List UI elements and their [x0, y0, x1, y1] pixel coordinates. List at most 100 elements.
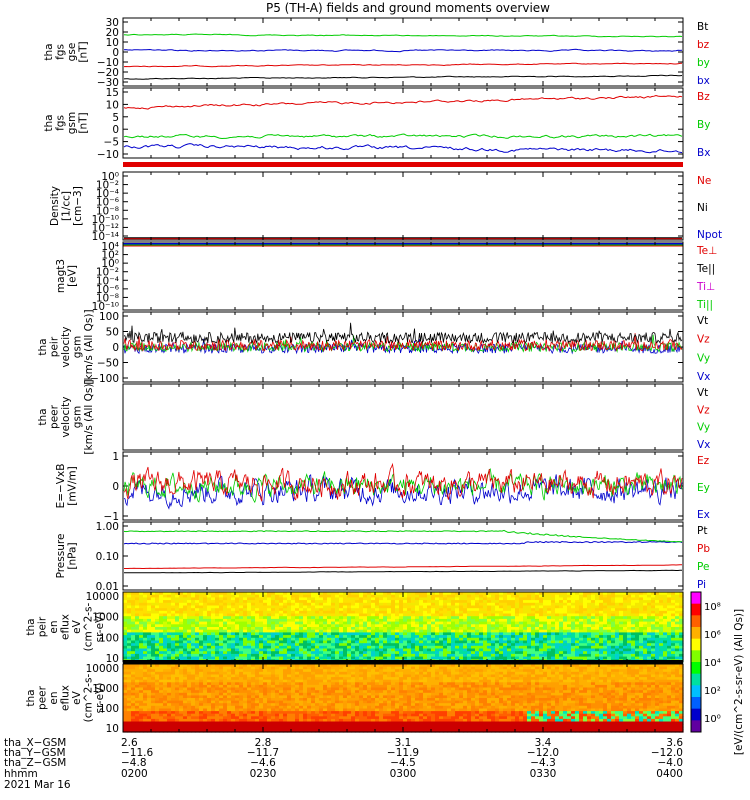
spectrogram-cell: [183, 610, 188, 615]
spectrogram-cell: [607, 637, 612, 642]
spectrogram-cell: [223, 656, 228, 660]
spectrogram-cell: [375, 637, 380, 642]
spectrogram-cell: [359, 643, 364, 647]
spectrogram-cell: [307, 605, 312, 609]
spectrogram-cell: [155, 602, 160, 607]
spectrogram-cell: [631, 653, 636, 658]
spectrogram-cell: [391, 651, 396, 655]
spectrogram-cell: [211, 718, 216, 723]
spectrogram-cell: [331, 629, 336, 633]
spectrogram-cell: [355, 632, 360, 636]
spectrogram-cell: [295, 635, 300, 639]
spectrogram-cell: [231, 664, 236, 668]
spectrogram-cell: [147, 671, 152, 675]
spectrogram-cell: [375, 632, 380, 636]
spectrogram-cell: [491, 597, 496, 601]
spectrogram-cell: [403, 618, 408, 623]
spectrogram-cell: [415, 629, 420, 633]
spectrogram-cell: [291, 605, 296, 609]
spectrogram-cell: [203, 666, 208, 670]
spectrogram-cell: [191, 669, 196, 673]
spectrogram-cell: [311, 627, 316, 631]
spectrogram-cell: [527, 656, 532, 660]
spectrogram-cell: [419, 616, 424, 620]
spectrogram-cell: [131, 616, 136, 620]
spectrogram-cell: [343, 637, 348, 642]
spectrogram-cell: [211, 729, 216, 733]
spectrogram-cell: [151, 640, 156, 644]
spectrogram-cell: [455, 645, 460, 650]
spectrogram-cell: [527, 613, 532, 617]
spectrogram-cell: [647, 592, 652, 596]
spectrogram-cell: [295, 637, 300, 642]
spectrogram-cell: [131, 629, 136, 633]
spectrogram-cell: [175, 682, 180, 686]
spectrogram-cell: [475, 597, 480, 601]
spectrogram-cell: [495, 594, 500, 598]
spectrogram-cell: [335, 629, 340, 633]
spectrogram-cell: [307, 602, 312, 607]
y-tick-label: 0: [112, 481, 119, 493]
spectrogram-cell: [399, 643, 404, 647]
spectrogram-cell: [675, 592, 680, 596]
spectrogram-cell: [519, 648, 524, 652]
spectrogram-cell: [595, 610, 600, 615]
spectrogram-cell: [235, 637, 240, 642]
spectrogram-cell: [151, 684, 156, 689]
spectrogram-cell: [147, 711, 152, 715]
spectrogram-cell: [367, 653, 372, 658]
spectrogram-cell: [455, 610, 460, 615]
spectrogram-cell: [187, 605, 192, 609]
spectrogram-cell: [539, 621, 544, 625]
spectrogram-cell: [631, 616, 636, 620]
spectrogram-cell: [407, 643, 412, 647]
spectrogram-cell: [127, 594, 132, 598]
spectrogram-cell: [203, 605, 208, 609]
spectrogram-cell: [375, 645, 380, 650]
spectrogram-cell: [227, 637, 232, 642]
y-tick-label: 10: [106, 653, 119, 665]
spectrogram-cell: [175, 666, 180, 670]
spectrogram-cell: [155, 632, 160, 636]
spectrogram-cell: [591, 597, 596, 601]
spectrogram-cell: [595, 645, 600, 650]
spectrogram-cell: [227, 726, 232, 730]
spectrogram-cell: [263, 602, 268, 607]
spectrogram-cell: [323, 632, 328, 636]
spectrogram-cell: [559, 613, 564, 617]
spectrogram-cell: [275, 627, 280, 631]
spectrogram-cell: [167, 624, 172, 628]
spectrogram-cell: [403, 616, 408, 620]
spectrogram-cell: [559, 600, 564, 604]
spectrogram-cell: [395, 656, 400, 660]
spectrogram-cell: [611, 602, 616, 607]
spectrogram-cell: [159, 618, 164, 623]
spectrogram-cell: [655, 632, 660, 636]
spectrogram-cell: [299, 648, 304, 652]
spectrogram-cell: [319, 635, 324, 639]
spectrogram-cell: [595, 651, 600, 655]
spectrogram-cell: [439, 616, 444, 620]
spectrogram-cell: [195, 671, 200, 675]
spectrogram-cell: [647, 648, 652, 652]
spectrogram-cell: [171, 724, 176, 728]
spectrogram-cell: [391, 637, 396, 642]
spectrogram-cell: [163, 695, 168, 699]
spectrogram-cell: [459, 613, 464, 617]
spectrogram-cell: [123, 674, 128, 678]
spectrogram-cell: [195, 687, 200, 691]
spectrogram-cell: [155, 716, 160, 720]
spectrogram-cell: [575, 610, 580, 615]
spectrogram-cell: [371, 597, 376, 601]
spectrogram-cell: [383, 643, 388, 647]
spectrogram-cell: [195, 618, 200, 623]
spectrogram-cell: [231, 618, 236, 623]
spectrogram-cell: [323, 594, 328, 598]
spectrogram-cell: [651, 656, 656, 660]
spectrogram-cell: [543, 656, 548, 660]
spectrogram-cell: [503, 613, 508, 617]
spectrogram-cell: [211, 682, 216, 686]
spectrogram-cell: [511, 653, 516, 658]
spectrogram-cell: [167, 664, 172, 668]
spectrogram-cell: [159, 708, 164, 712]
